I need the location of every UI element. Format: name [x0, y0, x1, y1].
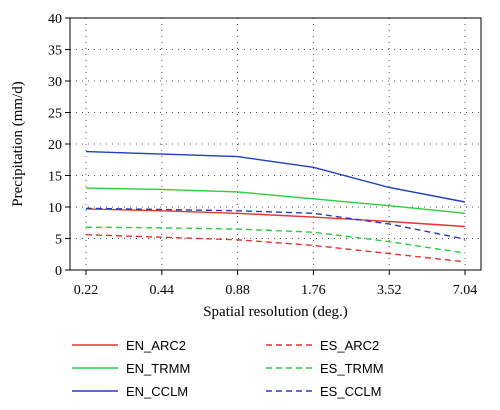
- x-tick-label: 3.52: [377, 283, 402, 298]
- x-tick-label: 0.44: [150, 283, 175, 298]
- grid: [70, 17, 481, 271]
- y-tick-label: 15: [48, 170, 62, 185]
- series-line-en-trmm: [85, 187, 466, 214]
- y-axis-label: Precipitation (mm/d): [10, 81, 26, 206]
- x-tick-label: 0.88: [225, 283, 250, 298]
- legend-label: ES_ARC2: [320, 338, 379, 353]
- legend-label: EN_ARC2: [126, 338, 186, 353]
- series-lines: [85, 150, 466, 263]
- y-tick-label: 40: [48, 12, 62, 27]
- x-tick-label: 1.76: [301, 283, 326, 298]
- legend-label: ES_CCLM: [320, 384, 381, 399]
- y-tick-label: 0: [55, 264, 62, 279]
- y-tick-label: 20: [48, 138, 62, 153]
- series-line-en-arc2: [85, 208, 466, 228]
- y-tick-label: 10: [48, 201, 62, 216]
- series-line-es-trmm: [85, 226, 466, 254]
- x-axis-label: Spatial resolution (deg.): [203, 304, 348, 320]
- legend-label: EN_CCLM: [126, 384, 188, 399]
- y-tick-label: 35: [48, 44, 62, 59]
- legend-label: ES_TRMM: [320, 361, 384, 376]
- y-tick-labels: 0 5 10 15 20 25 30 35 40: [48, 12, 70, 279]
- legend-label: EN_TRMM: [126, 361, 190, 376]
- series-line-es-cclm: [85, 207, 466, 240]
- x-tick-label: 0.22: [74, 283, 99, 298]
- y-tick-label: 30: [48, 75, 62, 90]
- series-line-en-cclm: [85, 150, 466, 203]
- y-tick-label: 25: [48, 107, 62, 122]
- x-tick-label: 7.04: [453, 283, 478, 298]
- legend: EN_ARC2 ES_ARC2 EN_TRMM ES_TRMM EN_CCLM ES_CC…: [72, 338, 384, 399]
- plot-frame: [69, 17, 482, 271]
- x-tick-labels: 0.22 0.44 0.88 1.76 3.52 7.04: [74, 270, 478, 298]
- y-tick-label: 5: [55, 233, 62, 248]
- series-line-es-arc2: [85, 234, 466, 263]
